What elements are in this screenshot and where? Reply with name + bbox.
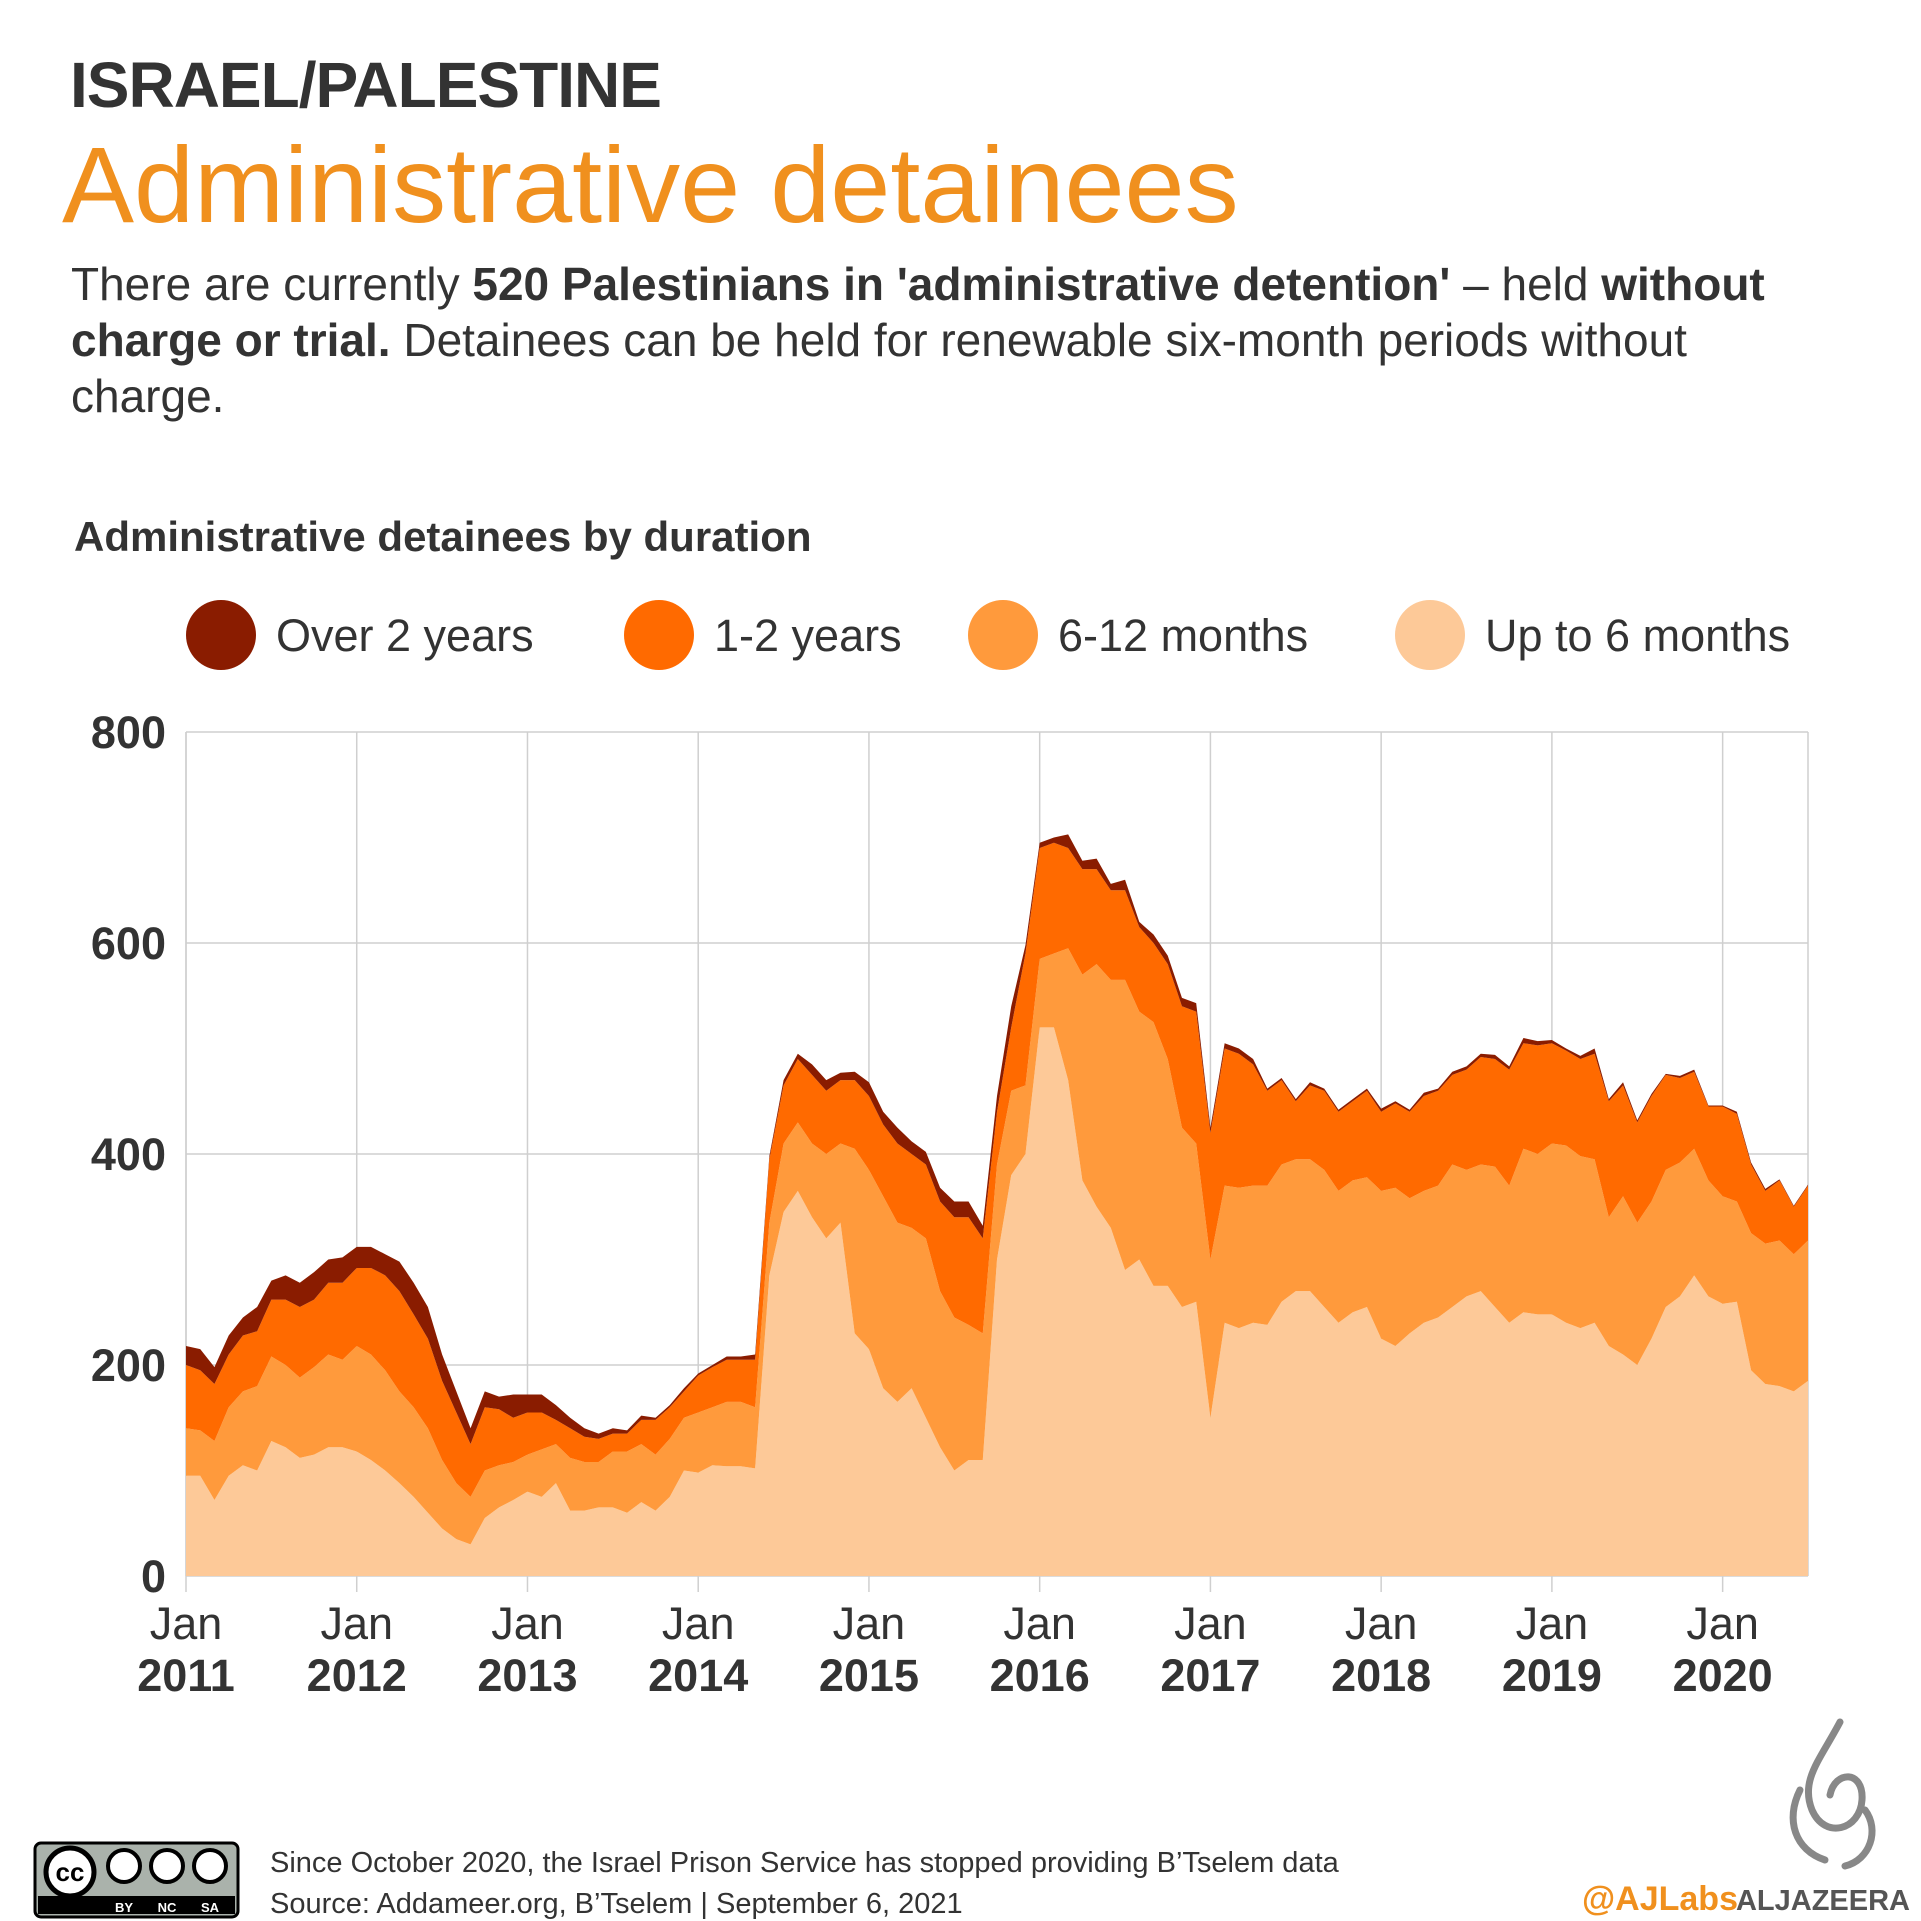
legend-label: Over 2 years: [276, 610, 534, 661]
license-label: NC: [158, 1900, 177, 1915]
brand-name: ALJAZEERA: [1736, 1885, 1910, 1917]
brand-logo: [1789, 1718, 1876, 1870]
legend-label: 6-12 months: [1058, 610, 1308, 661]
legend-swatch: [1395, 600, 1465, 670]
x-tick-label: Jan 2011: [137, 1598, 235, 1701]
license-strip: [38, 1896, 235, 1914]
x-tick-label: Jan 2018: [1331, 1598, 1432, 1701]
y-tick-label: 800: [91, 707, 166, 758]
area: [186, 948, 1808, 1545]
areas: [186, 834, 1808, 1576]
y-tick-label: 400: [91, 1129, 166, 1180]
description-run: 520 Palestinians in 'administrative dete…: [472, 258, 1451, 310]
description-run: – held: [1450, 258, 1602, 310]
description-run: Detainees can be held for renewable six-…: [71, 314, 1687, 422]
x-tick-label: Jan 2019: [1501, 1598, 1602, 1701]
x-tick-label: Jan 2013: [477, 1598, 578, 1701]
license-label: BY: [115, 1900, 133, 1915]
footer-source: Source: Addameer.org, B’Tselem | Septemb…: [270, 1888, 963, 1920]
kicker: ISRAEL/PALESTINE: [70, 49, 662, 121]
description-run: without charge or trial.: [71, 258, 1765, 366]
legend-label: Up to 6 months: [1485, 610, 1790, 661]
license-icon: [106, 1848, 142, 1884]
x-tick-label: Jan 2017: [1160, 1598, 1261, 1701]
x-tick-label: Jan 2016: [989, 1598, 1090, 1701]
x-tick-label: Jan 2012: [306, 1598, 407, 1701]
legend-swatch: [968, 600, 1038, 670]
legend-swatch: [186, 600, 256, 670]
area: [186, 1027, 1808, 1576]
license-icon: [43, 1845, 97, 1899]
x-tick-label: Jan 2014: [648, 1598, 749, 1701]
footer-note: Since October 2020, the Israel Prison Se…: [270, 1847, 1340, 1879]
y-tick-label: 0: [141, 1551, 166, 1602]
license-label: SA: [201, 1900, 220, 1915]
y-tick-label: 600: [91, 918, 166, 969]
license-label: cc: [56, 1857, 85, 1887]
description-run: There are currently: [71, 258, 473, 310]
license-icon: [149, 1848, 185, 1884]
x-tick-label: Jan 2015: [818, 1598, 919, 1701]
y-tick-label: 200: [91, 1340, 166, 1391]
description: There are currently 520 Palestinians in …: [71, 256, 1811, 424]
brand-handle: @AJLabs: [1582, 1880, 1738, 1918]
headline: Administrative detainees: [62, 124, 1239, 245]
chart-title: Administrative detainees by duration: [74, 513, 812, 560]
legend-label: 1-2 years: [714, 610, 902, 661]
legend-swatch: [624, 600, 694, 670]
x-tick-label: Jan 2020: [1672, 1598, 1773, 1701]
license-icon: [192, 1848, 228, 1884]
